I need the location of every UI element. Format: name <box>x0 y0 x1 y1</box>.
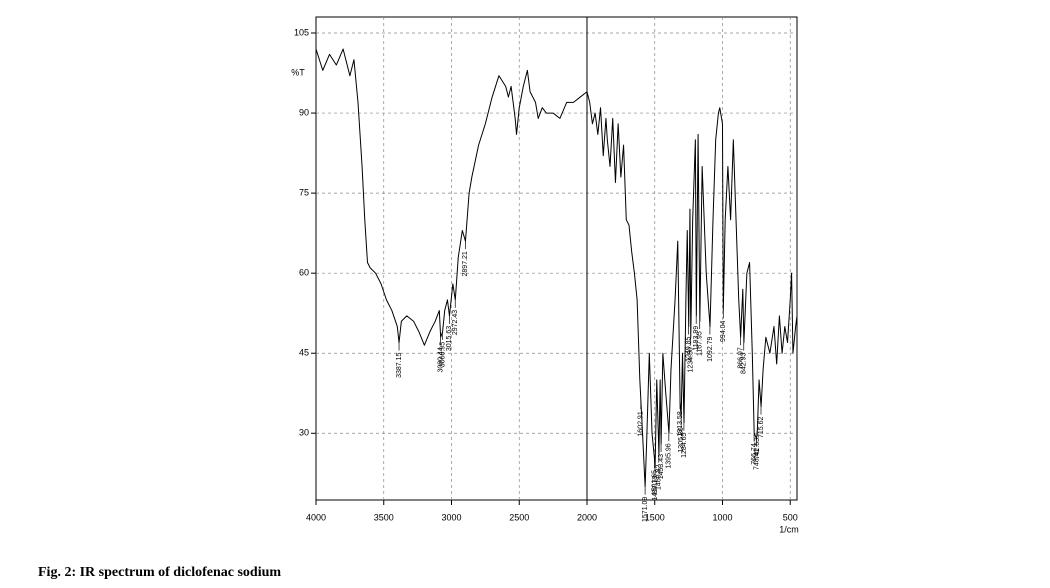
peak-label: 1305.86 <box>678 427 685 452</box>
peak-label: 2897.21 <box>462 251 469 276</box>
y-tick-label: 60 <box>299 268 309 278</box>
x-tick-label: 2000 <box>577 512 597 522</box>
x-tick-label: 1000 <box>712 512 732 522</box>
peak-label: 1602.91 <box>638 411 645 436</box>
peak-label: 1193.99 <box>693 326 700 351</box>
peak-label: 1167.95 <box>697 331 704 356</box>
spectrum-line <box>315 48 798 488</box>
y-tick-label: 90 <box>299 107 309 117</box>
x-tick-label: 2500 <box>509 512 529 522</box>
x-axis-label: 1/cm <box>779 524 799 534</box>
peak-label: 742.63 <box>754 438 761 460</box>
y-tick-label: 105 <box>294 27 309 37</box>
peak-label: 994.04 <box>720 320 727 342</box>
peak-label: 1249.85 <box>685 336 692 361</box>
peak-label: 842.93 <box>741 352 748 374</box>
peak-label: 3080.44 <box>437 347 444 372</box>
x-tick-label: 500 <box>783 512 798 522</box>
peak-label: 1395.96 <box>666 443 673 468</box>
plot-frame <box>315 16 798 501</box>
peak-label: 3015.63 <box>446 326 453 351</box>
peak-label: 1497.79 <box>652 475 659 500</box>
y-tick-label: 30 <box>299 428 309 438</box>
peak-label: 1092.79 <box>707 336 714 361</box>
peak-label: 1453.43 <box>658 454 665 479</box>
peak-label: 2972.43 <box>452 310 459 335</box>
peak-label: 748.41 <box>753 449 760 471</box>
x-tick-label: 1500 <box>645 512 665 522</box>
peak-label: 1571.09 <box>642 497 649 522</box>
y-tick-label: 45 <box>299 348 309 358</box>
peak-label: 715.62 <box>758 417 765 439</box>
y-axis-label: %T <box>291 67 305 77</box>
caption: Fig. 2: IR spectrum of diclofenac sodium <box>38 565 281 580</box>
x-tick-label: 3500 <box>374 512 394 522</box>
peak-label: 866.97 <box>737 347 744 369</box>
y-tick-label: 75 <box>299 187 309 197</box>
peak-label: 3066.95 <box>439 342 446 367</box>
peak-label: 1234.50 <box>688 347 695 372</box>
x-tick-label: 4000 <box>306 512 326 522</box>
peak-label: 1284.65 <box>681 433 688 458</box>
peak-label: 3387.15 <box>396 352 403 377</box>
peak-label: 1469.82 <box>656 465 663 490</box>
x-tick-label: 3000 <box>441 512 461 522</box>
peak-label: 1313.58 <box>677 411 684 436</box>
peak-label: 766.74 <box>751 443 758 465</box>
peak-label: 1501.65 <box>651 470 658 495</box>
